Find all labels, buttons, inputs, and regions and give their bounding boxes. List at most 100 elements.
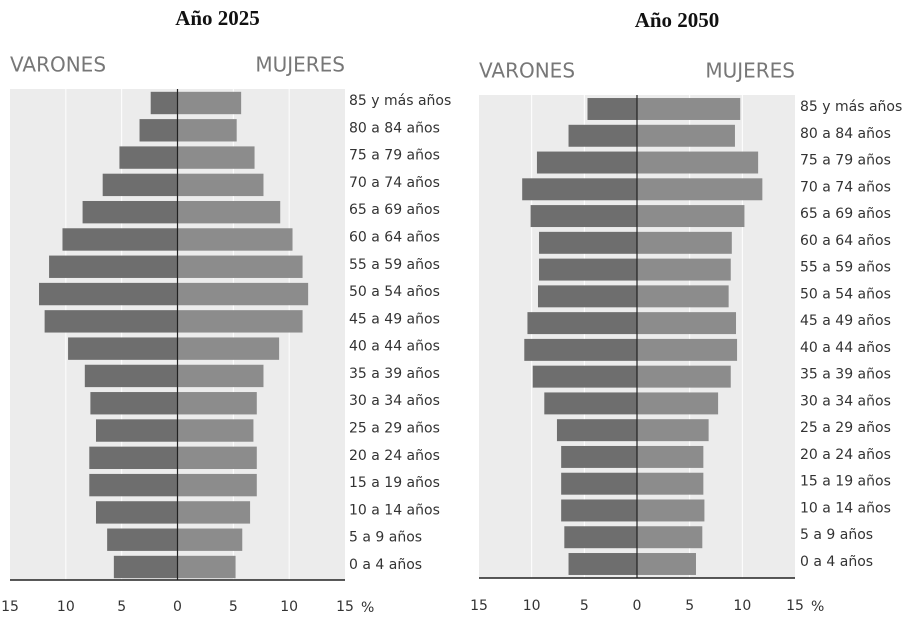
bar <box>544 392 637 415</box>
bar <box>637 365 731 388</box>
y-tick-label: 65 a 69 años <box>800 206 891 222</box>
y-tick-label: 30 a 34 años <box>800 393 891 409</box>
y-tick-label: 35 a 39 años <box>800 367 891 383</box>
bar <box>637 312 737 335</box>
y-tick-label: 70 a 74 años <box>349 175 440 191</box>
x-tick-label: 10 <box>57 599 75 615</box>
bar <box>637 98 741 120</box>
y-tick-label: 80 a 84 años <box>800 126 891 142</box>
bar <box>113 555 178 579</box>
y-tick-label: 55 a 59 años <box>349 257 440 273</box>
bar <box>90 392 178 415</box>
bar <box>637 258 731 281</box>
y-tick-label: 35 a 39 años <box>349 366 440 382</box>
bar <box>522 178 637 201</box>
bar <box>524 338 637 361</box>
bar <box>177 419 254 442</box>
x-tick-label: 0 <box>173 599 182 615</box>
bar <box>62 228 178 251</box>
bar <box>39 282 178 306</box>
bar <box>102 173 178 197</box>
y-tick-label: 75 a 79 años <box>349 148 440 164</box>
bar <box>539 258 637 281</box>
bar <box>637 553 696 575</box>
bar <box>177 501 251 524</box>
bar <box>637 205 745 228</box>
bar <box>532 365 637 388</box>
y-tick-label: 25 a 29 años <box>349 421 440 437</box>
bar <box>177 91 242 115</box>
y-tick-label: 40 a 44 años <box>800 340 891 356</box>
bar <box>561 499 637 522</box>
y-tick-label: 50 a 54 años <box>349 284 440 300</box>
bar <box>177 337 280 360</box>
bar <box>556 419 637 442</box>
bar <box>95 501 178 524</box>
bar <box>139 119 178 142</box>
x-tick-label: 5 <box>685 598 694 614</box>
bar <box>177 473 257 497</box>
y-tick-label: 0 a 4 años <box>349 557 422 573</box>
y-tick-label: 40 a 44 años <box>349 339 440 355</box>
y-tick-label: 20 a 24 años <box>349 448 440 464</box>
bar <box>95 419 178 442</box>
bar <box>530 205 637 228</box>
y-tick-label: 20 a 24 años <box>800 447 891 463</box>
x-tick-label: 5 <box>117 599 126 615</box>
x-tick-label: 15 <box>470 598 488 614</box>
y-tick-label: 10 a 14 años <box>349 502 440 518</box>
bar <box>568 553 637 575</box>
x-tick-label: 10 <box>523 598 541 614</box>
right-label: MUJERES <box>705 59 795 83</box>
bar <box>84 364 178 388</box>
bar <box>82 200 178 224</box>
y-tick-label: 85 y más años <box>800 99 902 115</box>
bar <box>177 146 255 169</box>
bar <box>44 310 178 333</box>
bar <box>177 173 264 197</box>
bar <box>637 499 705 522</box>
x-unit-label: % <box>361 600 374 616</box>
bar <box>177 392 257 415</box>
y-tick-label: 70 a 74 años <box>800 179 891 195</box>
y-tick-label: 15 a 19 años <box>800 474 891 490</box>
y-tick-label: 65 a 69 años <box>349 202 440 218</box>
bar <box>68 337 178 360</box>
bar <box>107 528 178 551</box>
y-tick-label: 5 a 9 años <box>349 530 422 546</box>
bar <box>177 200 281 224</box>
bar <box>637 124 735 147</box>
y-tick-label: 60 a 64 años <box>349 229 440 245</box>
chart-title: Año 2025 <box>175 6 260 30</box>
bar <box>637 285 729 308</box>
bar <box>637 178 763 201</box>
y-tick-label: 5 a 9 años <box>800 527 873 543</box>
bar <box>637 392 719 415</box>
x-tick-label: 5 <box>580 598 589 614</box>
x-tick-label: 0 <box>633 598 642 614</box>
y-tick-label: 25 a 29 años <box>800 420 891 436</box>
bar <box>568 124 637 147</box>
bar <box>527 312 637 335</box>
y-tick-label: 30 a 34 años <box>349 393 440 409</box>
y-tick-label: 60 a 64 años <box>800 233 891 249</box>
bar <box>637 231 732 254</box>
x-unit-label: % <box>811 599 824 615</box>
x-tick-label: 15 <box>1 599 19 615</box>
bar <box>539 231 637 254</box>
right-label: MUJERES <box>255 53 345 77</box>
bar <box>119 146 178 169</box>
y-tick-label: 55 a 59 años <box>800 260 891 276</box>
bar <box>587 98 637 120</box>
y-tick-label: 10 a 14 años <box>800 500 891 516</box>
bar <box>561 445 637 468</box>
left-label: VARONES <box>10 53 106 77</box>
y-tick-label: 15 a 19 años <box>349 475 440 491</box>
x-tick-label: 10 <box>733 598 751 614</box>
bar <box>177 255 303 278</box>
bar <box>637 338 738 361</box>
bar <box>177 310 303 333</box>
y-tick-label: 0 a 4 años <box>800 554 873 570</box>
bar <box>637 472 704 495</box>
bar <box>637 445 704 468</box>
